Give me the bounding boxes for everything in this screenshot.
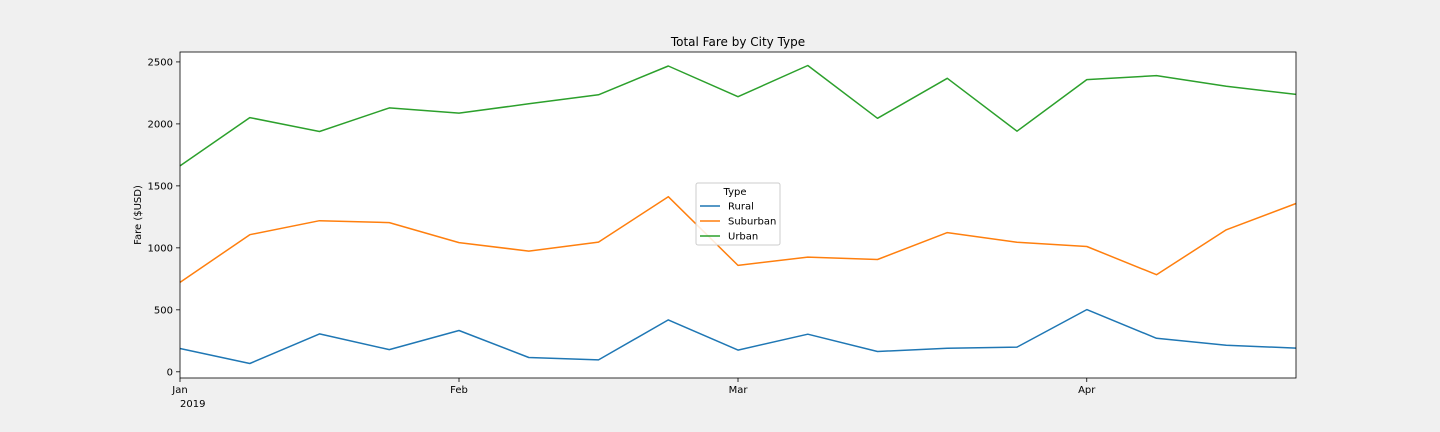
- x-axis: Jan 2019 Feb Mar Apr: [171, 378, 1096, 410]
- x-tick-label: Jan: [171, 385, 187, 396]
- y-tick-label: 2500: [148, 57, 173, 68]
- chart-title: Total Fare by City Type: [670, 35, 805, 49]
- y-tick-label: 0: [167, 367, 173, 378]
- legend-label-rural: Rural: [728, 202, 754, 213]
- legend-label-urban: Urban: [728, 232, 758, 243]
- x-tick-label: Mar: [729, 385, 749, 396]
- y-axis: 0 500 1000 1500 2000 2500: [148, 57, 180, 378]
- y-tick-label: 1500: [148, 181, 173, 192]
- x-tick-label: Feb: [450, 385, 468, 396]
- legend-title: Type: [723, 187, 747, 198]
- legend: Type Rural Suburban Urban: [696, 183, 780, 245]
- x-tick-sublabel: 2019: [180, 399, 205, 410]
- y-axis-label: Fare ($USD): [133, 185, 144, 245]
- x-tick-label: Apr: [1078, 385, 1096, 396]
- y-tick-label: 500: [154, 305, 173, 316]
- y-tick-label: 2000: [148, 119, 173, 130]
- legend-label-suburban: Suburban: [728, 217, 776, 228]
- y-tick-label: 1000: [148, 243, 173, 254]
